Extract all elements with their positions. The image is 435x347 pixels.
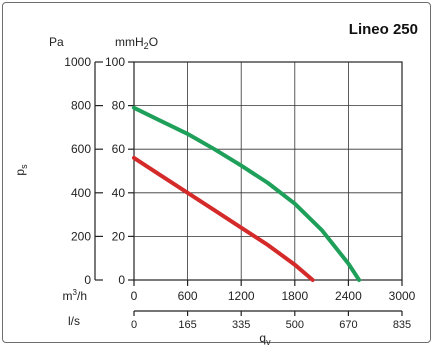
plot-border (133, 61, 403, 281)
y-axis-label: ps (13, 164, 29, 176)
chart-curves (132, 105, 362, 282)
ls-tick-label: 835 (393, 319, 411, 331)
pa-tick-label: 400 (71, 186, 91, 200)
mmh2o-tick-label: 80 (112, 99, 126, 113)
mmh2o-tick-label: 60 (112, 142, 126, 156)
chart-grid (133, 61, 403, 281)
x-axis-label-sub: v (266, 337, 271, 347)
m3h-tick-label: 600 (178, 289, 198, 303)
chart-axes (94, 61, 403, 316)
ls-tick-label: 0 (131, 319, 137, 331)
series-line-0 (132, 105, 362, 282)
mmh2o-tick-label: 40 (112, 186, 126, 200)
pa-tick-label: 1000 (64, 55, 91, 69)
x-axis-label: qv (259, 331, 271, 347)
y-axis-unit-mmh2o: mmH2O (115, 35, 158, 51)
pa-tick-label: 600 (71, 142, 91, 156)
x-axis-unit-m3h: m3/h (63, 288, 87, 303)
chart-frame (2, 2, 431, 343)
pa-tick-label: 0 (84, 273, 91, 287)
y-axis-unit-mmh2o-sub: 2 (144, 41, 149, 51)
pa-tick-label: 200 (71, 229, 91, 243)
x-axis-unit-m3h-sup: 3 (73, 288, 78, 297)
m3h-tick-label: 3000 (389, 289, 416, 303)
series-line-1 (132, 155, 315, 282)
y-axis-label-sub: s (19, 164, 29, 169)
m3h-tick-label: 1800 (281, 289, 308, 303)
ls-tick-label: 335 (232, 319, 250, 331)
y-axis-unit-mmh2o-suffix: O (149, 35, 158, 49)
y-axis-label-main: p (13, 169, 27, 176)
x-axis-unit-m3h-suffix: /h (77, 289, 87, 303)
mmh2o-tick-label: 0 (118, 273, 125, 287)
ls-tick-label: 500 (286, 319, 304, 331)
x-axis-unit-ls: l/s (68, 314, 80, 328)
chart-title: Lineo 250 (349, 21, 418, 38)
m3h-tick-label: 0 (131, 289, 138, 303)
y-axis-unit-pa: Pa (49, 35, 64, 49)
ls-tick-label: 670 (339, 319, 357, 331)
x-axis-label-main: q (259, 331, 266, 345)
m3h-tick-label: 2400 (335, 289, 362, 303)
mmh2o-tick-label: 20 (112, 229, 126, 243)
y-axis-unit-mmh2o-prefix: mmH (115, 35, 144, 49)
ls-tick-label: 165 (178, 319, 196, 331)
m3h-tick-label: 1200 (228, 289, 255, 303)
pa-tick-label: 800 (71, 99, 91, 113)
x-axis-unit-m3h-prefix: m (63, 289, 73, 303)
mmh2o-tick-label: 100 (105, 55, 125, 69)
